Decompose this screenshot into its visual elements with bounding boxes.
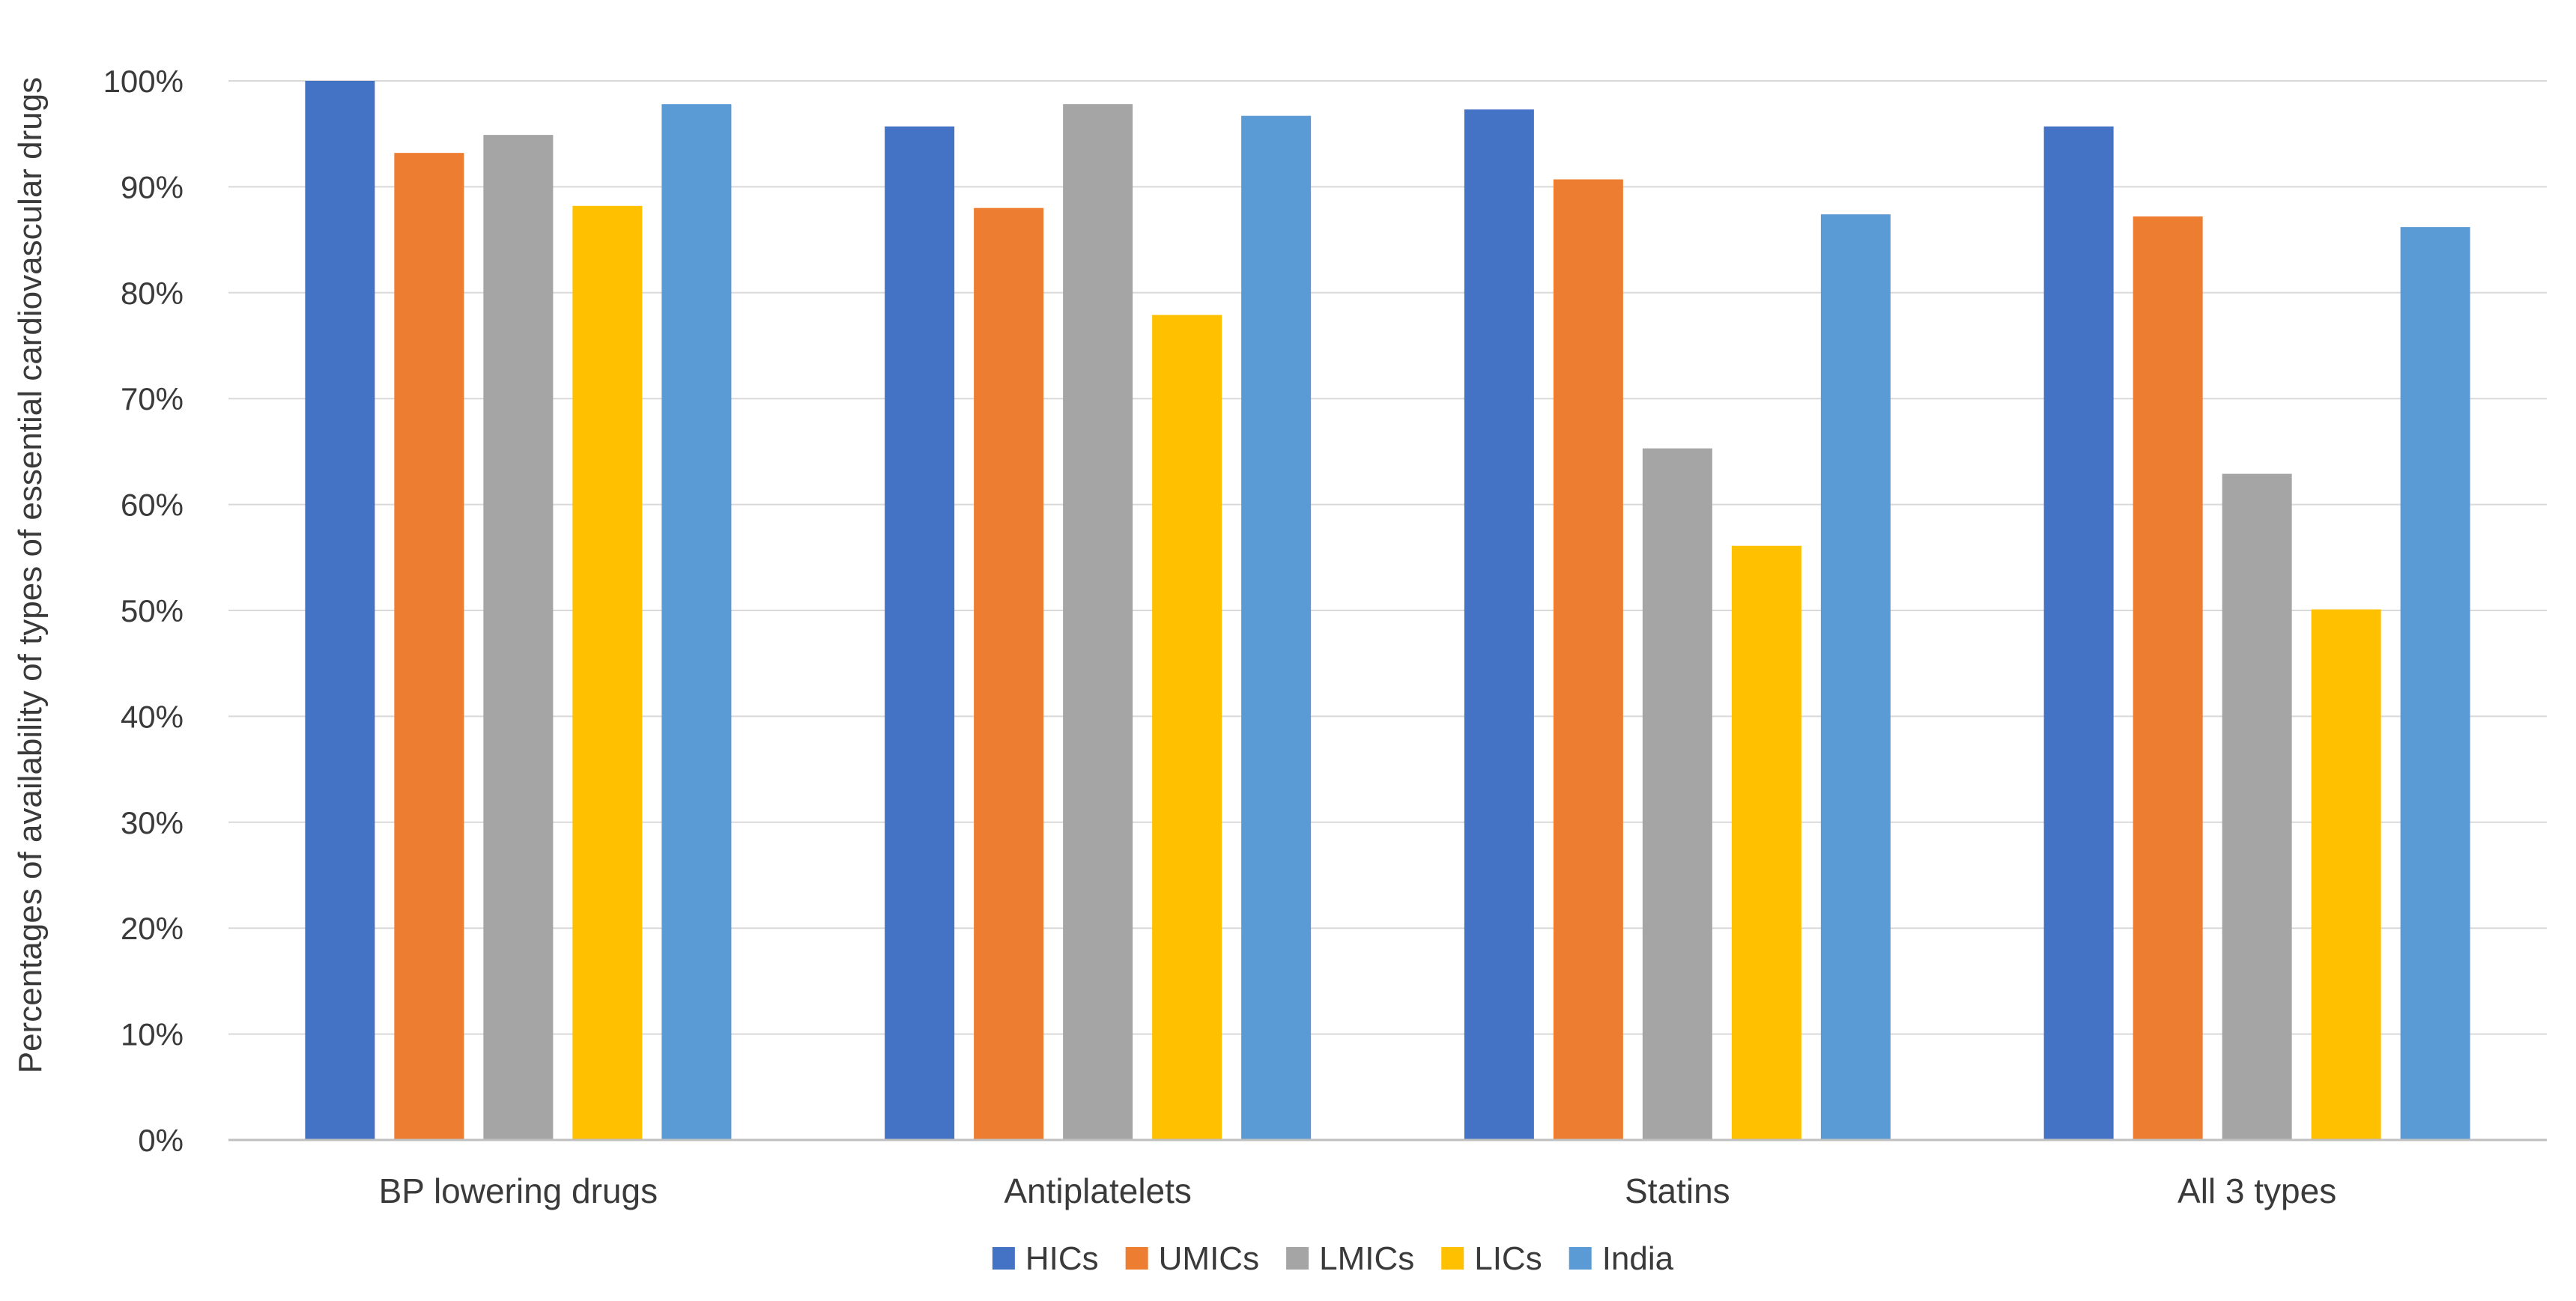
- legend: HICs UMICs LMICs LICs India: [992, 1240, 1674, 1277]
- legend-label-lmics: LMICs: [1319, 1240, 1414, 1277]
- bar-india-4: [2400, 227, 2470, 1141]
- legend-swatch-india: [1569, 1247, 1592, 1270]
- x-category-label: Antiplatelets: [1004, 1171, 1192, 1210]
- legend-swatch-hics: [992, 1247, 1015, 1270]
- bar-lmics-4: [2222, 473, 2292, 1140]
- legend-label-lics: LICs: [1474, 1240, 1542, 1277]
- legend-swatch-umics: [1125, 1247, 1148, 1270]
- bar-lmics-1: [483, 135, 554, 1140]
- legend-swatch-lics: [1441, 1247, 1464, 1270]
- y-tick-label: 20%: [121, 911, 184, 946]
- legend-label-india: India: [1602, 1240, 1674, 1277]
- x-category-label: Statins: [1625, 1171, 1730, 1210]
- bar-lics-4: [2311, 609, 2381, 1140]
- y-tick-label: 60%: [121, 488, 184, 523]
- y-tick-label: 40%: [121, 699, 184, 734]
- x-category-label: All 3 types: [2178, 1171, 2336, 1210]
- y-tick-label: 10%: [121, 1017, 184, 1052]
- legend-swatch-lmics: [1286, 1247, 1309, 1270]
- bar-lics-1: [572, 205, 643, 1140]
- bar-lmics-2: [1063, 104, 1133, 1140]
- bar-lics-2: [1152, 315, 1222, 1140]
- bar-hics-1: [305, 81, 375, 1140]
- x-category-label: BP lowering drugs: [379, 1171, 658, 1210]
- bar-umics-2: [974, 207, 1044, 1141]
- bar-lmics-3: [1642, 448, 1712, 1140]
- y-axis-label: Percentages of availability of types of …: [12, 77, 49, 1073]
- legend-label-hics: HICs: [1025, 1240, 1099, 1277]
- y-tick-label: 50%: [121, 593, 184, 628]
- x-axis-categories: BP lowering drugs Antiplatelets Statins All…: [379, 1171, 2337, 1210]
- bar-umics-4: [2133, 216, 2203, 1141]
- y-tick-label: 0%: [138, 1123, 184, 1158]
- y-axis-ticks: 0% 10% 20% 30% 40% 50% 60% 70% 80% 90% 100%: [103, 64, 184, 1158]
- bar-india-3: [1820, 214, 1891, 1140]
- bar-hics-4: [2043, 126, 2114, 1140]
- bars: [305, 81, 2470, 1141]
- y-tick-label: 70%: [121, 381, 184, 416]
- bar-lics-3: [1731, 545, 1801, 1140]
- bar-hics-2: [885, 126, 955, 1140]
- bar-india-2: [1241, 115, 1312, 1141]
- y-tick-label: 100%: [103, 64, 184, 99]
- y-tick-label: 30%: [121, 805, 184, 840]
- bar-umics-3: [1553, 179, 1623, 1141]
- bar-umics-1: [394, 153, 464, 1141]
- y-tick-label: 80%: [121, 276, 184, 311]
- bar-india-1: [661, 104, 732, 1140]
- legend-label-umics: UMICs: [1159, 1240, 1259, 1277]
- y-tick-label: 90%: [121, 169, 184, 204]
- bar-hics-3: [1464, 109, 1534, 1141]
